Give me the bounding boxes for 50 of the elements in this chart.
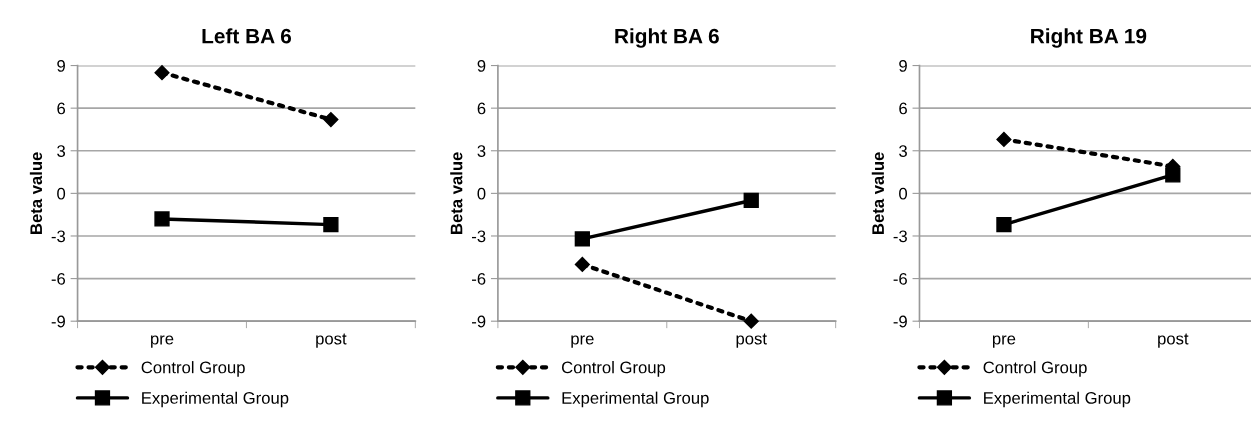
chart-title: Left BA 6 [202, 28, 292, 44]
legend-label: Experimental Group [984, 391, 1131, 408]
point [154, 211, 170, 227]
point [323, 216, 339, 233]
point [323, 111, 339, 128]
legend-label: Experimental Group [562, 391, 709, 408]
chart-title: Right BA 19 [1031, 28, 1147, 48]
point [743, 313, 759, 329]
chart-title: Right BA 6 [615, 28, 719, 48]
legend-label: Control Group [141, 361, 245, 377]
y-tick-label: 9 [899, 59, 907, 72]
x-tick-label: post [316, 333, 347, 348]
y-tick-label: 0 [477, 187, 486, 200]
x-tick-label: pre [151, 335, 174, 348]
y-tick-label: 6 [899, 102, 907, 115]
x-tick-label: post [1158, 333, 1189, 348]
y-tick-label: -3 [472, 230, 486, 243]
point [996, 131, 1012, 147]
point [996, 216, 1012, 233]
y-tick-label: 3 [477, 145, 486, 157]
y-tick-label: -9 [51, 315, 65, 328]
x-tick-label: pre [992, 335, 1016, 348]
y-tick-label: 0 [57, 187, 66, 200]
point [574, 256, 590, 272]
y-tick-label: -9 [472, 315, 486, 328]
y-tick-label: -3 [51, 230, 66, 243]
point [1165, 167, 1181, 183]
y-tick-label: 6 [57, 102, 66, 115]
legend-label: Control Group [983, 361, 1087, 377]
y-tick-label: 3 [57, 145, 66, 157]
y-axis-title: Beta value [450, 152, 463, 234]
y-tick-label: 0 [899, 187, 908, 200]
x-tick-label: pre [571, 335, 594, 348]
y-tick-label: -3 [893, 230, 907, 243]
y-tick-label: -9 [893, 315, 907, 328]
y-tick-label: 6 [477, 102, 486, 115]
point [154, 65, 170, 81]
y-tick-label: 9 [57, 59, 65, 72]
point [743, 192, 759, 209]
y-tick-label: 9 [477, 59, 486, 72]
legend-label: Experimental Group [142, 391, 289, 408]
legend-label: Control Group [561, 361, 666, 377]
y-axis-title: Beta value [29, 152, 43, 234]
y-tick-label: -6 [51, 272, 66, 285]
x-tick-label: post [736, 333, 767, 348]
point [574, 231, 590, 247]
y-tick-label: -6 [472, 272, 486, 285]
y-tick-label: 3 [899, 145, 907, 157]
y-axis-title: Beta value [871, 152, 885, 234]
y-tick-label: -6 [893, 272, 907, 285]
